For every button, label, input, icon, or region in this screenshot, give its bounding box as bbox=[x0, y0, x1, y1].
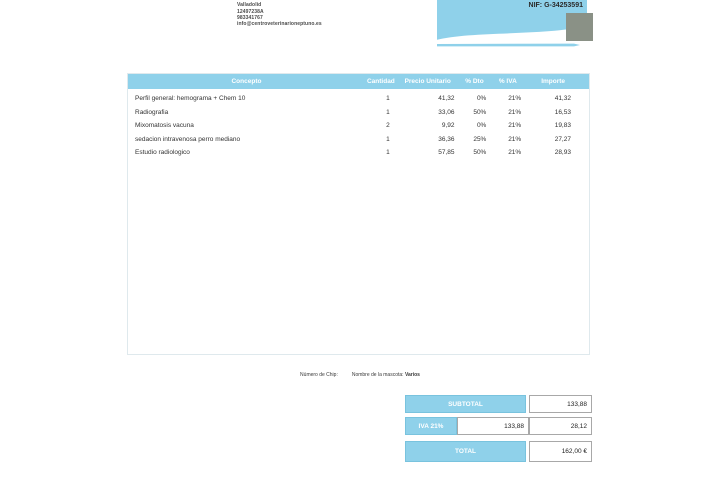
col-header-precio-unitario: Precio Unitario bbox=[404, 78, 451, 85]
banner-underline-swoosh bbox=[437, 43, 580, 47]
clinic-email: info@centroveterinarioneptuno.es bbox=[237, 21, 322, 28]
cell-precio: 33,06 bbox=[438, 108, 455, 116]
pet-info-line: Número de Chip: Nombre de la mascota: Var… bbox=[0, 372, 720, 378]
col-header-iva: % IVA bbox=[498, 78, 517, 85]
clinic-phone: 983341767 bbox=[237, 14, 263, 21]
cell-importe: 28,93 bbox=[554, 149, 571, 157]
clinic-id-number: 12497238A bbox=[237, 8, 264, 15]
cell-precio: 41,32 bbox=[438, 95, 455, 103]
invoice-table-header: Concepto Cantidad Precio Unitario % Dto … bbox=[128, 74, 589, 89]
chip-number-label: Número de Chip: bbox=[300, 372, 338, 378]
banner-white-wave bbox=[436, 26, 588, 41]
invoice-table-body: Perfil general: hemograma + Chem 10 1 41… bbox=[128, 89, 589, 160]
totals-box: SUBTOTAL 133,88 IVA 21% 133,88 28,12 TOT… bbox=[405, 395, 592, 462]
table-row: Perfil general: hemograma + Chem 10 1 41… bbox=[128, 92, 589, 106]
invoice-table: Concepto Cantidad Precio Unitario % Dto … bbox=[127, 73, 590, 355]
header-banner-graphic bbox=[436, 0, 593, 47]
cell-importe: 16,53 bbox=[554, 108, 571, 116]
cell-iva: 21% bbox=[508, 95, 522, 103]
cell-dto: 0% bbox=[476, 122, 487, 130]
cell-dto: 25% bbox=[473, 135, 487, 143]
cell-iva: 21% bbox=[508, 135, 522, 143]
cell-iva: 21% bbox=[508, 108, 522, 116]
iva-label: IVA 21% bbox=[405, 417, 457, 435]
cell-dto: 0% bbox=[476, 95, 487, 103]
col-header-concepto: Concepto bbox=[231, 78, 262, 85]
cell-cantidad: 1 bbox=[386, 95, 390, 103]
table-row: Mixomatosis vacuna 2 9,92 0% 21% 19,83 bbox=[128, 119, 589, 133]
pet-name-value: Varios bbox=[404, 372, 420, 378]
cell-dto: 50% bbox=[473, 108, 487, 116]
col-header-cantidad: Cantidad bbox=[366, 78, 395, 85]
iva-base-value: 133,88 bbox=[457, 417, 529, 435]
banner-gray-square bbox=[566, 13, 593, 41]
cell-precio: 57,85 bbox=[438, 149, 455, 157]
cell-cantidad: 2 bbox=[386, 122, 390, 130]
cell-precio: 36,36 bbox=[438, 135, 455, 143]
cell-cantidad: 1 bbox=[386, 135, 390, 143]
cell-importe: 19,83 bbox=[554, 122, 571, 130]
total-value: 162,00 € bbox=[529, 441, 592, 462]
cell-concepto: Radiografia bbox=[135, 108, 169, 116]
col-header-importe: Importe bbox=[541, 78, 566, 85]
cell-importe: 41,32 bbox=[554, 95, 571, 103]
cell-importe: 27,27 bbox=[554, 135, 571, 143]
iva-amount-value: 28,12 bbox=[529, 417, 592, 435]
pet-name-label: Nombre de la mascota: bbox=[351, 372, 404, 378]
cell-precio: 9,92 bbox=[441, 122, 455, 130]
clinic-info-block: 47002 Valladolid 12497238A 983341767 inf… bbox=[237, 0, 322, 27]
cell-iva: 21% bbox=[508, 122, 522, 130]
subtotal-label: SUBTOTAL bbox=[405, 395, 526, 413]
col-header-dto: % Dto bbox=[465, 78, 484, 85]
cell-concepto: Estudio radiologico bbox=[135, 149, 190, 157]
cell-cantidad: 1 bbox=[386, 108, 390, 116]
subtotal-value: 133,88 bbox=[529, 395, 592, 413]
table-row: sedacion intravenosa perro mediano 1 36,… bbox=[128, 133, 589, 147]
clinic-city: Valladolid bbox=[237, 2, 262, 9]
total-label: TOTAL bbox=[405, 441, 526, 462]
cell-concepto: sedacion intravenosa perro mediano bbox=[135, 135, 241, 143]
cell-cantidad: 1 bbox=[386, 149, 390, 157]
cell-iva: 21% bbox=[508, 149, 522, 157]
table-row: Estudio radiologico 1 57,85 50% 21% 28,9… bbox=[128, 146, 589, 160]
nif-label: NIF: G-34253591 bbox=[528, 2, 583, 9]
cell-dto: 50% bbox=[473, 149, 487, 157]
table-row: Radiografia 1 33,06 50% 21% 16,53 bbox=[128, 106, 589, 120]
cell-concepto: Mixomatosis vacuna bbox=[135, 122, 194, 130]
cell-concepto: Perfil general: hemograma + Chem 10 bbox=[135, 95, 246, 103]
clinic-postal-line: 47002 bbox=[237, 0, 322, 2]
